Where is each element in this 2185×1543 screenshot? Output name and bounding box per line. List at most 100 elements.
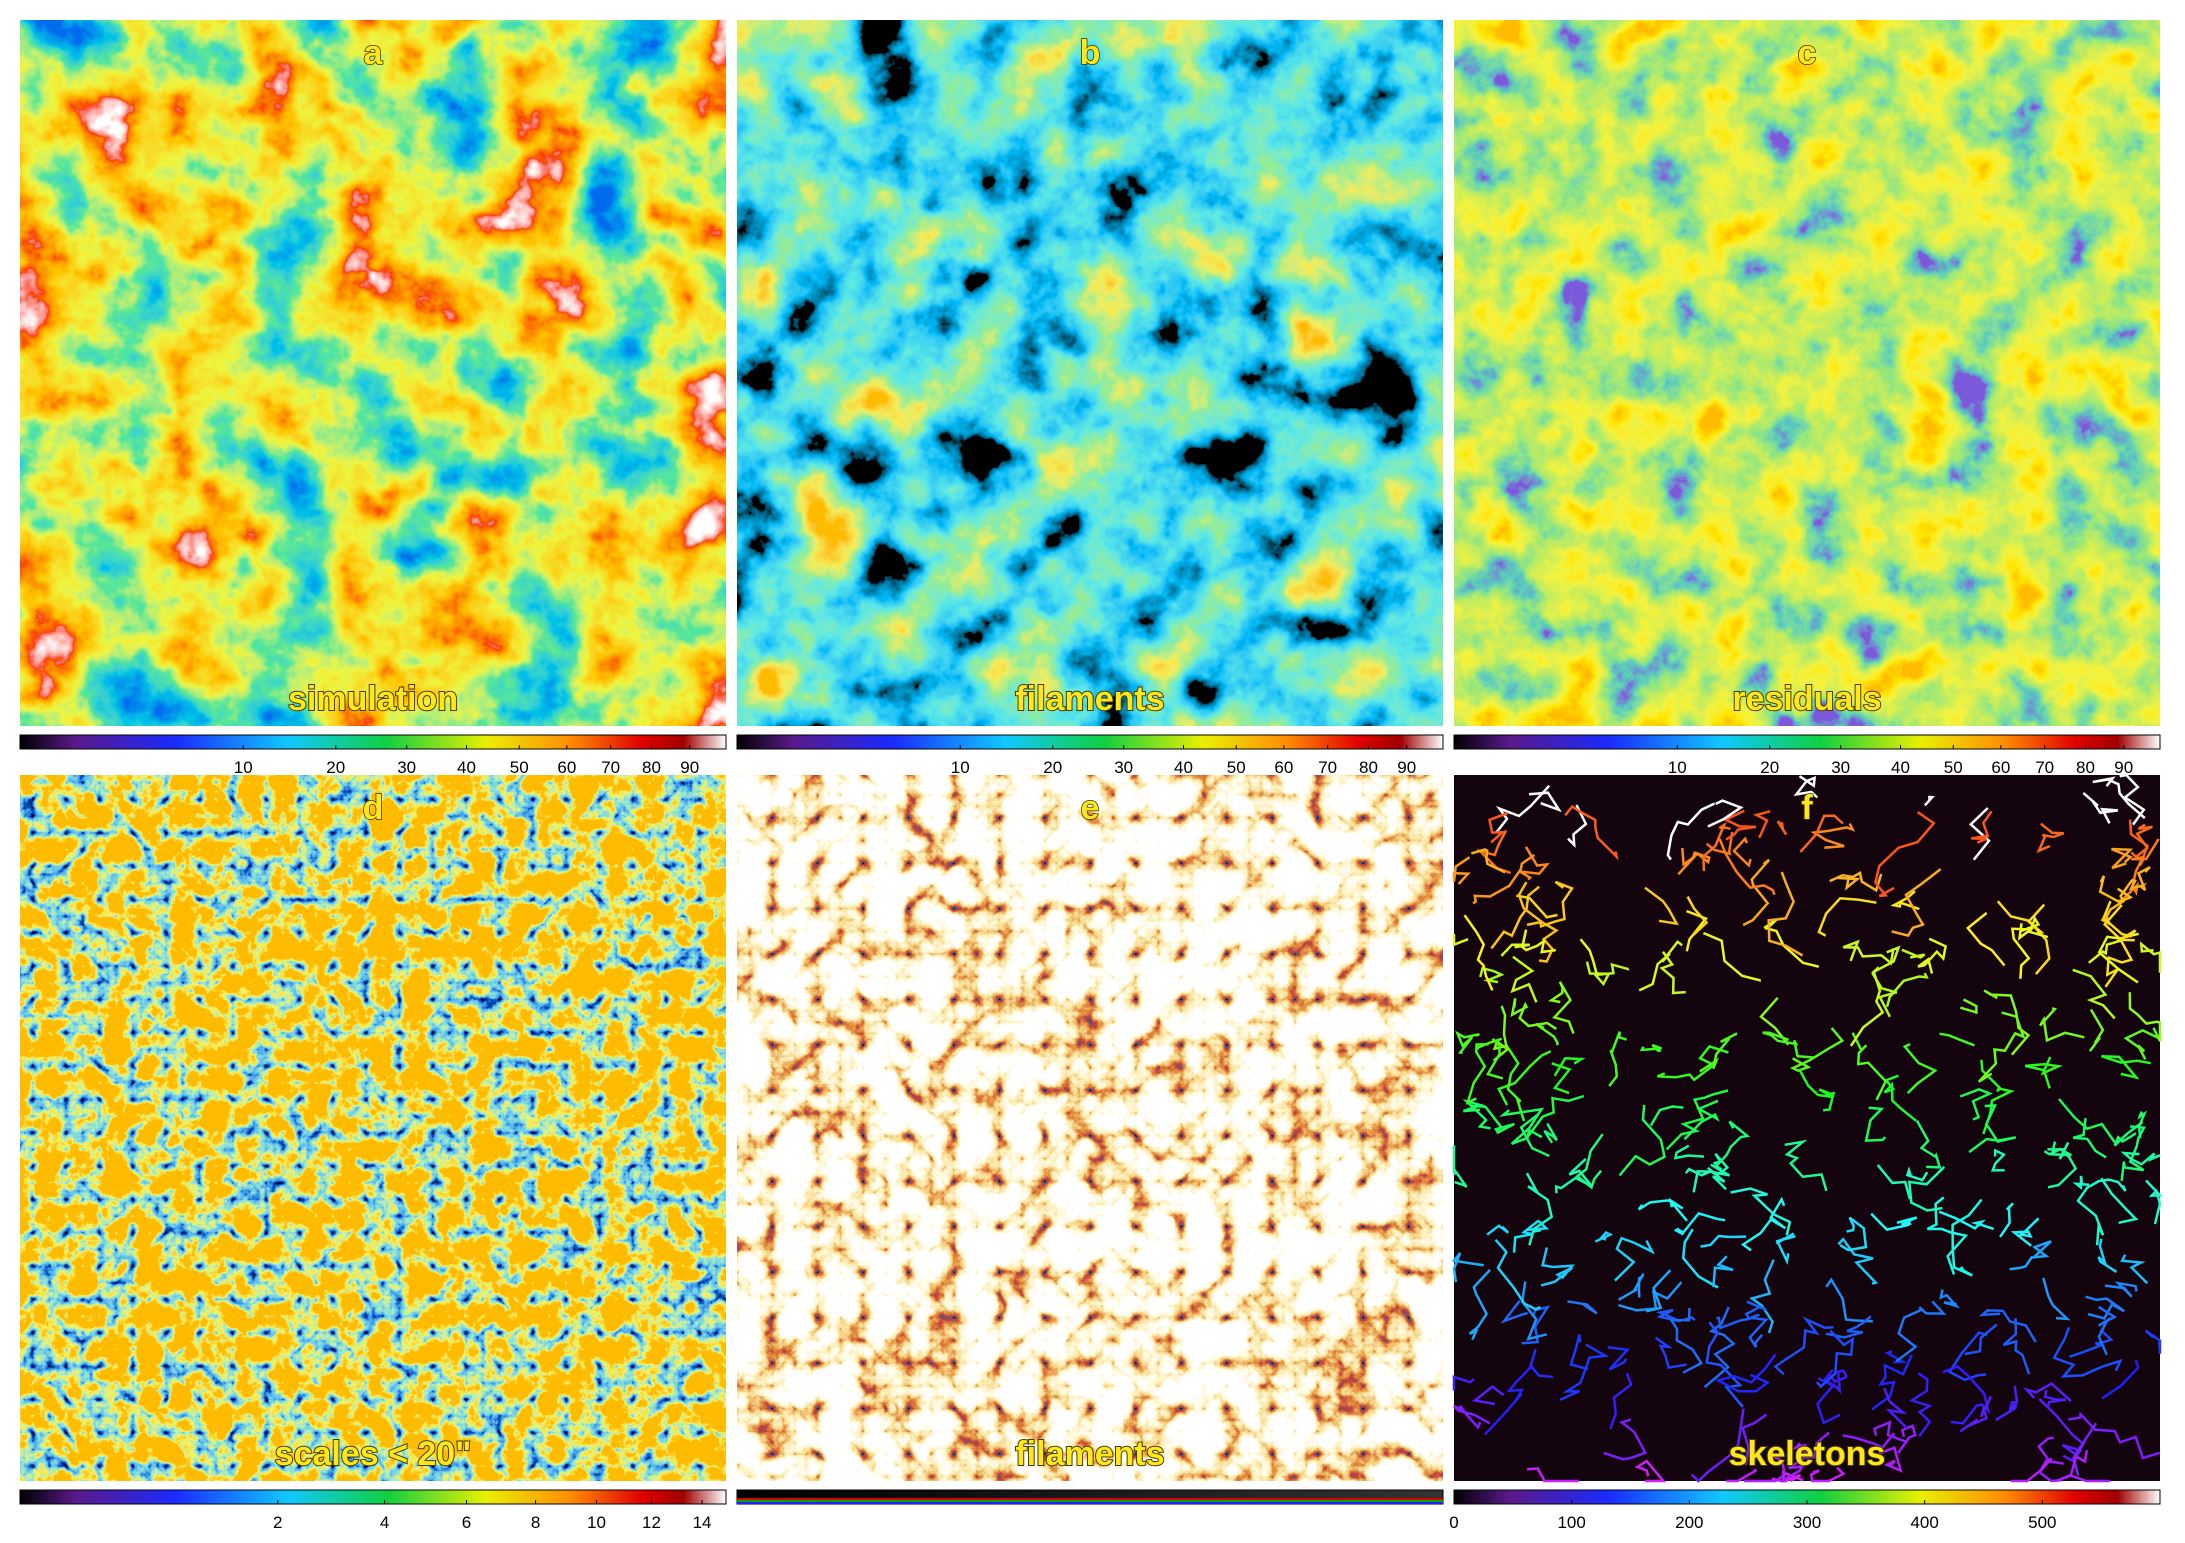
skeleton: [1454, 1030, 1480, 1055]
colorbar-tick-label: 60: [1274, 758, 1293, 777]
skeleton: [2111, 847, 2134, 870]
panel-image: [1454, 20, 2160, 726]
skeleton: [1741, 1413, 1768, 1466]
colorbar-tick-label: 100: [1557, 1513, 1585, 1532]
panel-image: [737, 20, 1443, 726]
skeleton: [1891, 868, 1942, 938]
colorbar-tick-label: 4: [380, 1513, 389, 1532]
skeleton: [1837, 1237, 1879, 1285]
skeleton: [1884, 1350, 1908, 1364]
skeleton: [1488, 811, 1509, 844]
skeleton: [1703, 1306, 1736, 1389]
skeleton: [1512, 1219, 1550, 1253]
skeleton: [1983, 989, 2031, 1056]
skeleton: [1851, 1032, 1888, 1101]
skeleton: [1495, 784, 1551, 834]
skeleton: [1479, 966, 1505, 984]
skeleton: [1483, 1364, 1534, 1436]
skeleton: [1964, 1323, 1998, 1356]
colorbar-tick-label: 12: [642, 1513, 661, 1532]
skeleton: [2088, 1008, 2105, 1052]
skeleton: [1780, 1442, 1810, 1483]
skeleton: [1825, 1315, 1872, 1339]
skeleton: [1702, 931, 1762, 982]
panel-caption: filaments: [1015, 680, 1164, 718]
panel-caption: scales < 20": [275, 1435, 472, 1473]
colorbar-tick-label: 50: [1227, 758, 1246, 777]
skeleton: [1815, 1329, 1855, 1389]
skeleton: [1732, 836, 1752, 868]
colorbar-tick-label: 30: [1831, 758, 1850, 777]
panel: c residuals 10 20 30 40 50 60 70 80 90: [1453, 20, 2161, 777]
skeleton: [1743, 1453, 1787, 1483]
skeleton: [1579, 938, 1599, 977]
panel-caption: filaments: [1015, 1435, 1164, 1473]
skeleton: [1726, 1468, 1757, 1483]
skeleton: [1492, 1005, 1510, 1062]
skeleton: [1510, 955, 1538, 1003]
skeleton: [1809, 1466, 1846, 1483]
skeleton: [1645, 1269, 1672, 1313]
colorbar-strip: [737, 1498, 1443, 1500]
skeleton: [1968, 1104, 2017, 1154]
skeleton: [1637, 1197, 1688, 1222]
skeleton: [2130, 823, 2153, 859]
skeleton: [1490, 885, 1540, 950]
skeleton: [2043, 1389, 2067, 1409]
skeleton: [2120, 1125, 2146, 1181]
skeleton: [1674, 1211, 1726, 1236]
skeleton: [1901, 948, 1926, 959]
skeleton: [1452, 856, 1471, 885]
skeleton: [1971, 810, 1993, 844]
panel-image: [20, 775, 726, 1481]
skeleton: [1878, 1446, 1903, 1473]
skeleton: [1497, 1050, 1552, 1106]
skeleton: [2097, 1305, 2117, 1356]
colorbar-tick-label: 90: [680, 758, 699, 777]
skeleton: [2002, 1318, 2031, 1375]
skeleton: [1669, 1307, 1704, 1374]
skeleton: [1842, 1432, 1896, 1450]
skeleton: [1594, 1230, 1614, 1243]
skeleton: [1649, 1105, 1684, 1127]
skeleton: [1905, 1166, 1929, 1182]
skeleton: [1707, 1166, 1727, 1191]
skeleton: [1825, 1277, 1873, 1323]
skeleton: [1960, 998, 1978, 1014]
skeleton: [2104, 1281, 2138, 1298]
skeleton: [1452, 1145, 1468, 1189]
skeleton: [1702, 821, 1731, 872]
skeleton: [1618, 1104, 1666, 1177]
skeleton: [1896, 1424, 1917, 1454]
skeleton: [2036, 822, 2065, 854]
panel-image: [20, 20, 726, 726]
colorbar: [19, 734, 727, 750]
skeleton: [1939, 1032, 1975, 1047]
skeleton: [1942, 1365, 1991, 1425]
skeleton: [1471, 1385, 1505, 1406]
skeleton: [2076, 1180, 2105, 1246]
panel-caption: simulation: [288, 680, 458, 718]
skeleton: [1516, 894, 1558, 919]
skeleton: [1520, 1281, 1548, 1341]
colorbar-tick-label: 200: [1675, 1513, 1703, 1532]
skeleton: [1547, 981, 1575, 1035]
skeleton: [1451, 1252, 1484, 1283]
skeleton: [1793, 775, 1819, 799]
skeleton: [1520, 929, 1556, 954]
colorbar-tick-label: 90: [1397, 758, 1416, 777]
skeleton: [2072, 1118, 2107, 1159]
colorbar-tick-label: 70: [2035, 758, 2054, 777]
panel: f skeletons 0 100 200 300 400 500: [1449, 773, 2163, 1532]
skeleton: [1817, 1369, 1848, 1395]
colorbar: [736, 734, 1444, 750]
skeleton: [2039, 1007, 2085, 1043]
skeleton: [1681, 1228, 1719, 1289]
skeleton: [2037, 1436, 2065, 1483]
skeleton: [1452, 933, 1469, 947]
skeleton: [1871, 966, 1898, 1018]
colorbar-tick-label: 40: [1174, 758, 1193, 777]
skeleton: [2113, 1121, 2144, 1147]
skeleton: [1453, 1404, 1491, 1430]
skeleton: [1638, 940, 1683, 992]
